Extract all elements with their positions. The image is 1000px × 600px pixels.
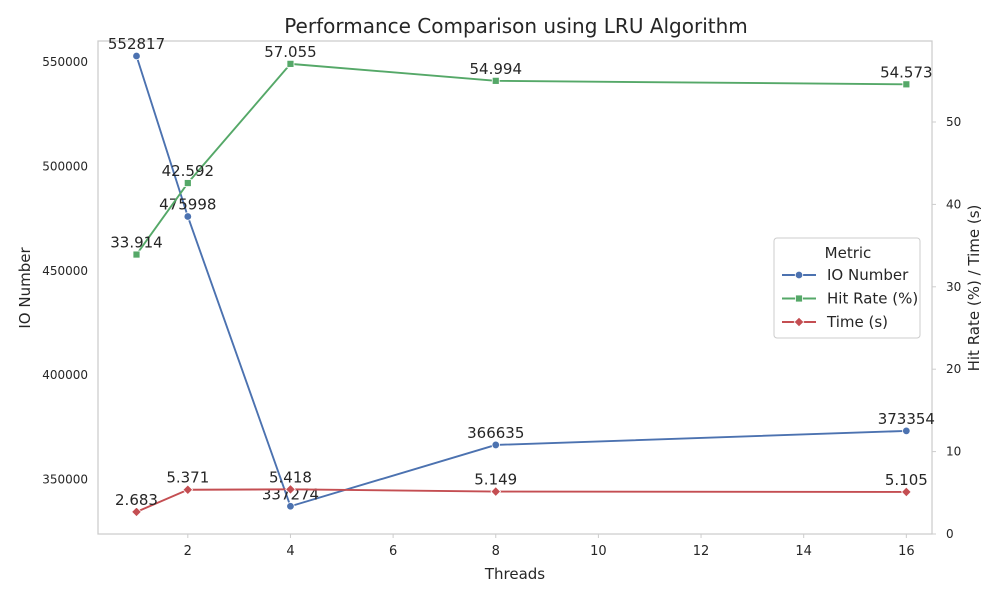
series-hit-rate-point [902, 80, 911, 89]
series-hit-rate: 33.914 42.592 57.055 54.994 54.573 [110, 43, 933, 259]
left-y-axis-label: IO Number [16, 247, 34, 329]
x-tick-label: 14 [795, 544, 812, 559]
series-io-number-data-label: 366635 [467, 424, 524, 442]
series-time-s-data-label: 2.683 [115, 491, 158, 509]
series-time-s-point [182, 484, 194, 496]
right-y-tick-label: 10 [946, 445, 961, 459]
series-time-s-line [136, 488, 907, 513]
legend-entries: IO Number Hit Rate (%) Time (s) [782, 266, 918, 331]
right-y-tick-label: 30 [946, 280, 961, 294]
series-hit-rate-point [183, 179, 192, 187]
left-y-tick-label: 400000 [42, 368, 88, 382]
series-time-s-point [900, 486, 912, 498]
series-io-number-data-label: 475998 [159, 195, 216, 213]
right-y-tick-label: 50 [946, 115, 961, 129]
legend: Metric IO Number Hit Rate (%) Time (s) [773, 237, 921, 339]
x-tick-label: 12 [693, 544, 710, 559]
legend-entry-io-number: IO Number [782, 266, 909, 284]
series-io-number-data-label: 373354 [878, 410, 935, 428]
series-time-s: 2.683 5.371 5.418 5.149 5.105 [115, 468, 928, 518]
x-axis-label: Threads [484, 565, 545, 583]
series-time-s-point [490, 486, 502, 497]
legend-swatch-point [794, 270, 804, 280]
series-hit-rate-data-label: 54.573 [880, 63, 933, 81]
legend-frame [773, 237, 921, 339]
series-hit-rate-data-label: 42.592 [162, 162, 215, 180]
left-y-axis-ticks: 350000 400000 450000 500000 550000 [42, 55, 88, 487]
series-time-s-point [131, 506, 142, 518]
series-hit-rate-point [491, 76, 500, 85]
left-y-tick-label: 350000 [42, 473, 88, 487]
legend-title: Metric [825, 244, 872, 262]
right-y-axis-ticks: 0 10 20 30 40 50 [932, 115, 961, 541]
right-y-tick-label: 20 [946, 362, 961, 376]
series-io-number-point [902, 426, 911, 436]
legend-swatch-point [795, 294, 803, 303]
series-layer: 55281747599833727436663537335433.91442.5… [108, 35, 935, 518]
series-io-number: 552817475998337274366635373354 [108, 35, 935, 511]
series-time-s-data-label: 5.149 [474, 471, 517, 489]
series-time-s-point [285, 483, 296, 495]
series-hit-rate-data-label: 33.914 [110, 234, 163, 252]
series-hit-rate-data-label: 57.055 [264, 43, 317, 61]
right-y-axis-label: Hit Rate (%) / Time (s) [965, 205, 983, 372]
right-y-tick-label: 0 [946, 527, 954, 541]
series-io-number-point [286, 502, 295, 511]
legend-entry-label: Hit Rate (%) [827, 290, 918, 308]
chart-title: Performance Comparison using LRU Algorit… [284, 14, 748, 38]
legend-swatch-point [793, 316, 805, 328]
right-y-tick-label: 40 [946, 197, 961, 211]
series-hit-rate-line [135, 62, 907, 256]
series-time-s-data-label: 5.105 [885, 471, 928, 489]
x-tick-label: 2 [184, 544, 192, 559]
legend-entry-label: Time (s) [826, 313, 888, 331]
series-time-s-data-label: 5.418 [269, 468, 312, 486]
legend-entry-time-s: Time (s) [782, 313, 888, 331]
x-tick-label: 10 [590, 544, 607, 559]
x-tick-label: 4 [286, 544, 294, 559]
series-hit-rate-point [286, 59, 295, 68]
plot-frame [97, 40, 933, 535]
series-hit-rate-data-label: 54.994 [470, 60, 523, 78]
x-tick-label: 16 [898, 544, 915, 559]
series-hit-rate-point [132, 250, 141, 259]
series-time-s-data-label: 5.371 [166, 469, 209, 487]
legend-entry-hit-rate: Hit Rate (%) [782, 290, 918, 308]
x-axis-ticks: 2 4 6 8 10 12 14 16 [184, 534, 915, 559]
x-tick-label: 6 [389, 544, 397, 559]
legend-entry-label: IO Number [827, 266, 909, 284]
series-io-number-point [491, 440, 500, 450]
x-tick-label: 8 [492, 544, 500, 559]
left-y-tick-label: 550000 [42, 55, 88, 69]
series-io-number-data-label: 552817 [108, 35, 165, 53]
left-y-tick-label: 450000 [42, 264, 88, 278]
series-io-number-point [183, 212, 193, 221]
series-io-number-point [132, 51, 141, 61]
left-y-tick-label: 500000 [42, 159, 88, 173]
